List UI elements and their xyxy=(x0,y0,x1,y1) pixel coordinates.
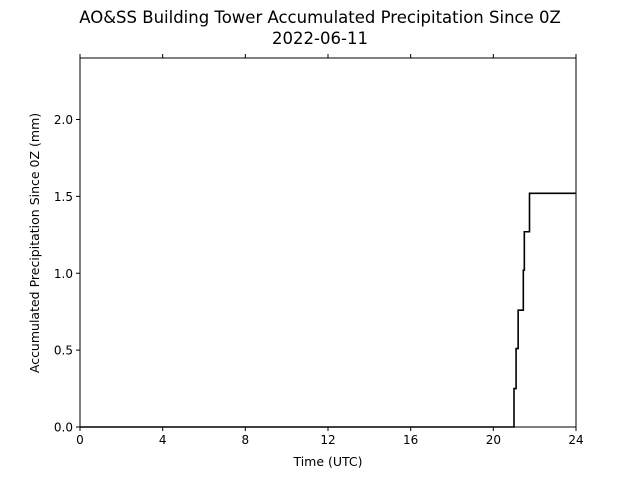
y-tick-label: 0.0 xyxy=(54,421,73,435)
x-tick-label: 16 xyxy=(403,433,418,447)
plot-frame xyxy=(79,57,577,428)
chart-title: AO&SS Building Tower Accumulated Precipi… xyxy=(79,8,561,27)
y-tick-label: 1.0 xyxy=(54,267,73,281)
y-axis-label: Accumulated Precipitation Since 0Z (mm) xyxy=(27,113,42,373)
chart-subtitle: 2022-06-11 xyxy=(272,29,368,48)
y-tick-label: 0.5 xyxy=(54,344,73,358)
precipitation-line xyxy=(80,192,576,428)
x-tick-label: 24 xyxy=(568,433,583,447)
x-tick-label: 4 xyxy=(159,433,167,447)
x-axis-label: Time (UTC) xyxy=(292,454,362,469)
x-tick-label: 0 xyxy=(76,433,84,447)
x-tick-label: 12 xyxy=(320,433,335,447)
y-tick-label: 2.0 xyxy=(54,113,73,127)
y-tick-label: 1.5 xyxy=(54,190,73,204)
x-tick-label: 20 xyxy=(486,433,501,447)
x-tick-label: 8 xyxy=(242,433,250,447)
